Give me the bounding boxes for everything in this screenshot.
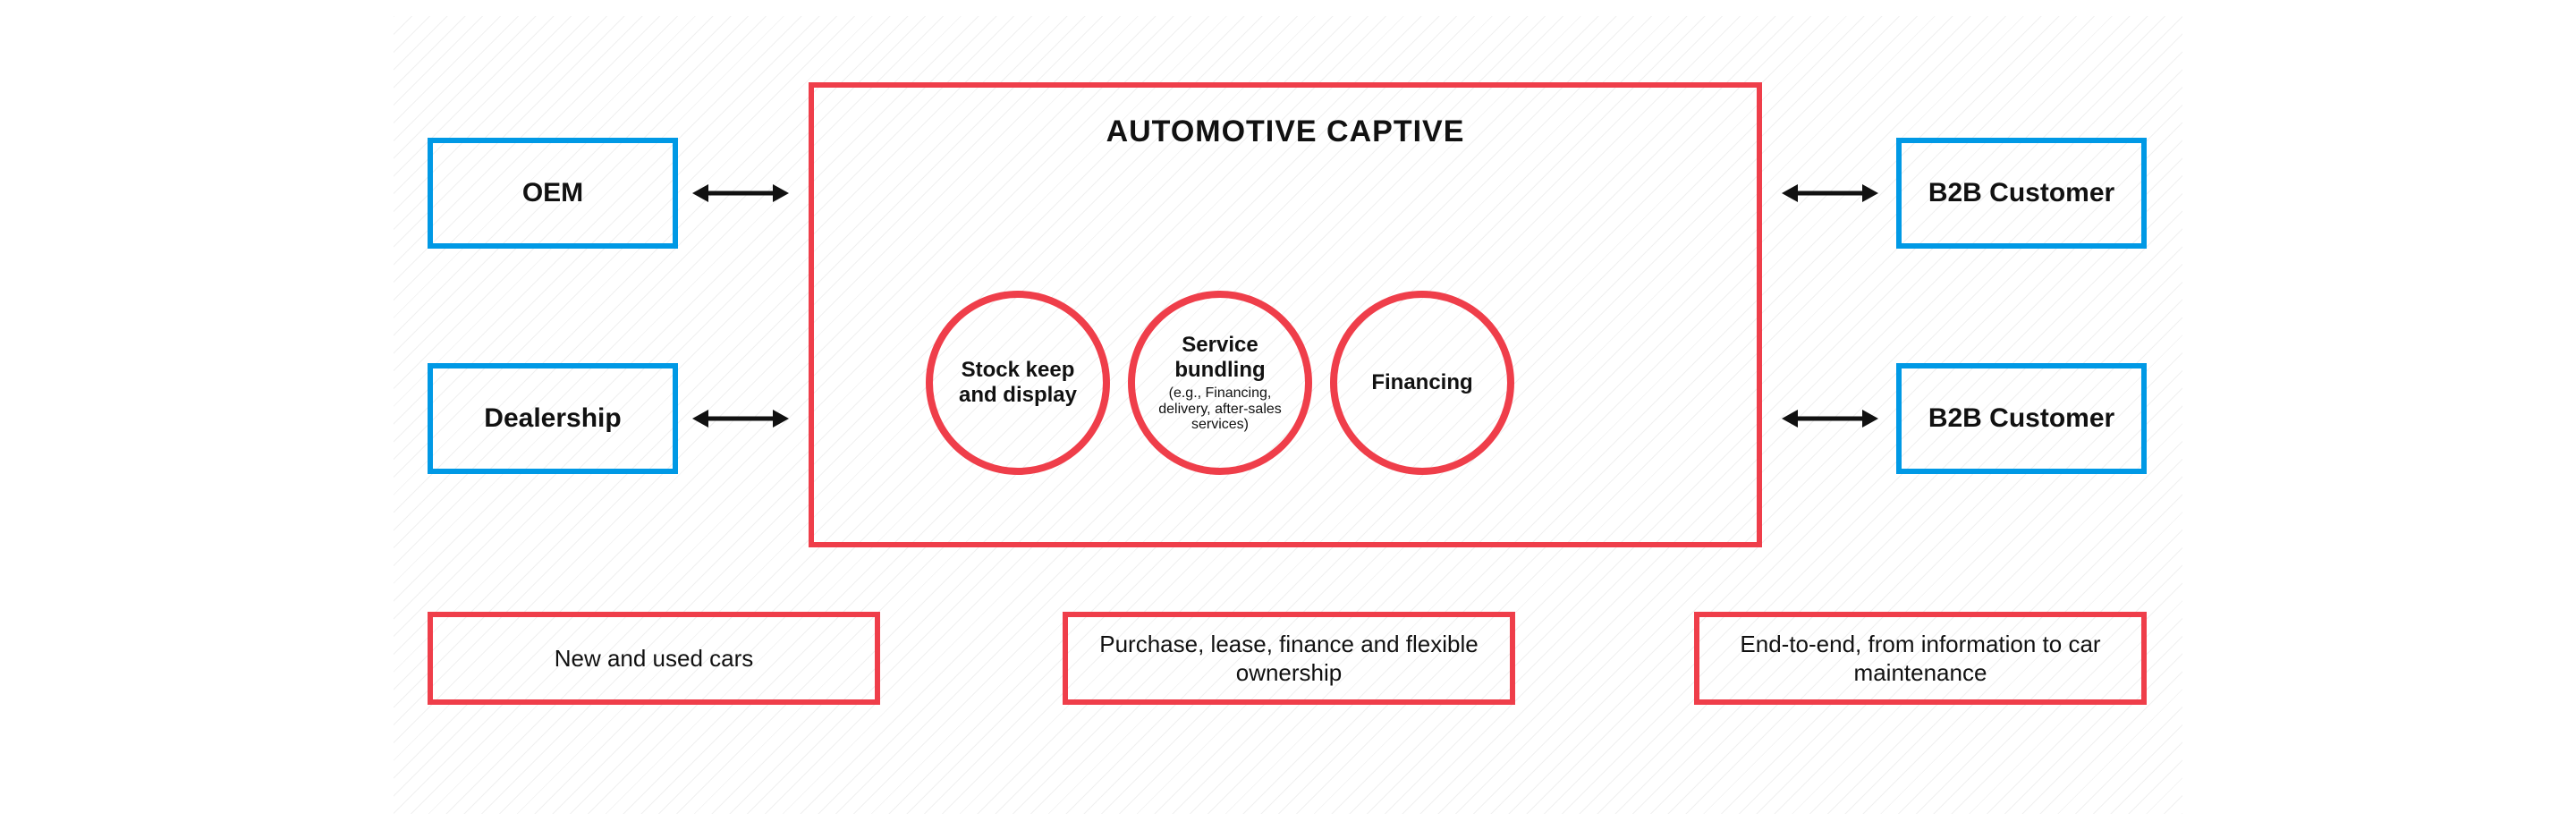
arrow-b2b-top (1782, 179, 1878, 208)
end-to-end-box: End-to-end, from information to car main… (1694, 612, 2147, 705)
automotive-captive-box: AUTOMOTIVE CAPTIVE Stock keep and displa… (809, 82, 1762, 547)
financing-circle: Financing (1330, 291, 1514, 475)
arrow-oem (692, 179, 789, 208)
stock-circle-label: Stock keep and display (944, 358, 1092, 407)
ownership-box: Purchase, lease, finance and flexible ow… (1063, 612, 1515, 705)
automotive-captive-title: AUTOMOTIVE CAPTIVE (814, 114, 1757, 149)
end-to-end-label: End-to-end, from information to car main… (1724, 630, 2116, 688)
oem-box: OEM (428, 138, 678, 249)
arrow-b2b-bottom (1782, 404, 1878, 433)
b2b-customer-bottom-box: B2B Customer (1896, 363, 2147, 474)
financing-label: Financing (1371, 370, 1472, 395)
b2b-customer-top-box: B2B Customer (1896, 138, 2147, 249)
dealership-label: Dealership (484, 403, 621, 435)
oem-label: OEM (522, 178, 583, 209)
dealership-box: Dealership (428, 363, 678, 474)
ownership-label: Purchase, lease, finance and flexible ow… (1093, 630, 1485, 688)
b2b-customer-bottom-label: B2B Customer (1928, 403, 2114, 435)
b2b-customer-top-label: B2B Customer (1928, 178, 2114, 209)
new-used-cars-label: New and used cars (555, 644, 754, 673)
service-bundling-label: Service bundling (1146, 333, 1294, 382)
diagram-canvas: OEM Dealership B2B Customer B2B Customer… (394, 16, 2182, 814)
new-used-cars-box: New and used cars (428, 612, 880, 705)
service-bundling-sublabel: (e.g., Financing, delivery, after-sales … (1146, 385, 1294, 433)
arrow-dealership (692, 404, 789, 433)
stock-circle: Stock keep and display (926, 291, 1110, 475)
service-bundling-circle: Service bundling (e.g., Financing, deliv… (1128, 291, 1312, 475)
